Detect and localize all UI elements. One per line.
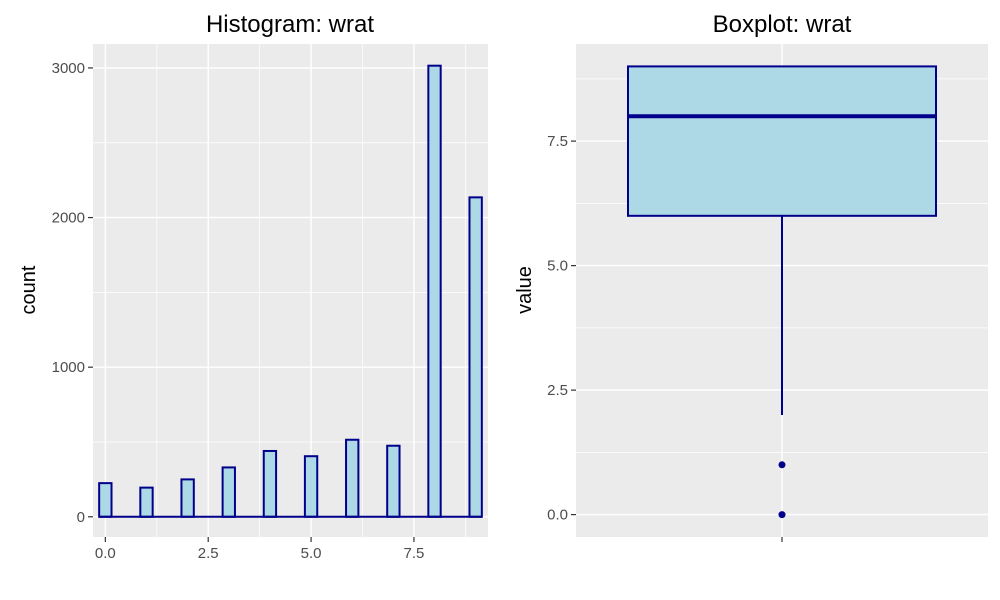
boxplot-y-tick-label: 5.0 — [547, 258, 568, 275]
histogram-y-tick-label: 1000 — [52, 359, 85, 376]
histogram-bar — [221, 466, 236, 518]
boxplot-chart: 0.0 2.5 5.0 7.5 Boxplot: wrat value — [514, 11, 988, 542]
histogram-x-tick-label: 5.0 — [301, 545, 322, 562]
boxplot-y-tick-label: 7.5 — [547, 133, 568, 150]
histogram-x-tick-label: 7.5 — [404, 545, 425, 562]
histogram-y-tick-label: 3000 — [52, 60, 85, 77]
boxplot-y-axis: 0.0 2.5 5.0 7.5 — [547, 133, 576, 524]
histogram-y-axis: 0 1000 2000 3000 — [52, 60, 93, 526]
histogram-bar — [303, 455, 319, 518]
histogram-x-tick-label: 2.5 — [198, 545, 219, 562]
histogram-chart: 0.0 2.5 5.0 7.5 0 1000 2000 3000 Histogram: wr… — [18, 11, 488, 562]
histogram-major-gridlines — [93, 44, 488, 537]
histogram-bar — [139, 486, 154, 518]
boxplot-outlier-point — [778, 461, 786, 469]
boxplot-y-tick-label: 0.0 — [547, 507, 568, 524]
histogram-x-axis: 0.0 2.5 5.0 7.5 — [95, 537, 424, 562]
histogram-bar — [262, 449, 278, 518]
boxplot-box — [627, 65, 937, 217]
boxplot-y-tick-label: 2.5 — [547, 382, 568, 399]
histogram-plot-panel — [93, 44, 488, 537]
histogram-x-tick-label: 0.0 — [95, 545, 116, 562]
boxplot-glyph — [627, 65, 937, 519]
histogram-bar — [468, 196, 483, 518]
histogram-bars — [98, 64, 483, 518]
histogram-bar — [98, 482, 113, 518]
boxplot-title: Boxplot: wrat — [713, 11, 852, 38]
histogram-title: Histogram: wrat — [206, 11, 374, 38]
histogram-y-axis-title: count — [18, 265, 40, 314]
histogram-y-tick-label: 2000 — [52, 210, 85, 227]
histogram-minor-gridlines — [93, 44, 488, 537]
histogram-bar — [386, 444, 401, 518]
histogram-bar — [427, 64, 442, 518]
histogram-bar — [345, 438, 360, 518]
boxplot-y-axis-title: value — [514, 266, 536, 314]
boxplot-outlier-point — [778, 511, 786, 519]
histogram-bar — [180, 478, 195, 518]
histogram-y-tick-label: 0 — [77, 509, 85, 526]
